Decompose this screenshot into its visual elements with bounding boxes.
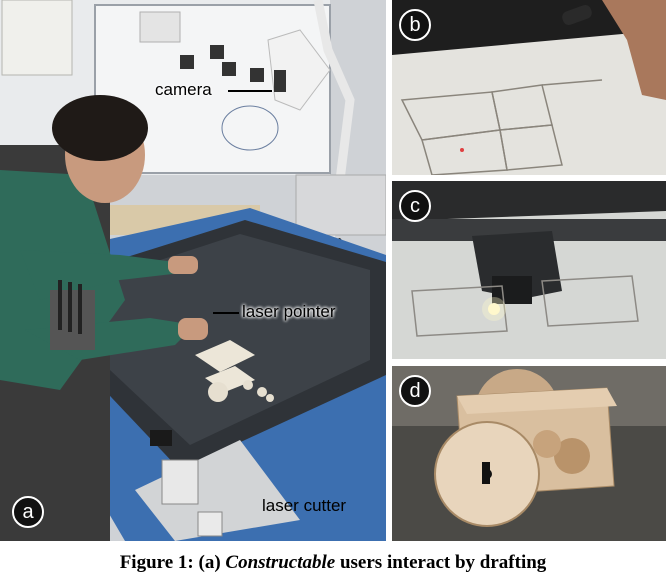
panel-a-badge: a: [12, 496, 44, 528]
panel-a-photo: camera laser pointer laser cutter a: [0, 0, 386, 541]
panel-d-scene: [392, 366, 666, 541]
laser-cutter-label: laser cutter: [262, 496, 347, 515]
laser-pointer-leader-line: [213, 312, 239, 314]
caption-prefix: Figure 1: (a): [119, 552, 226, 573]
panel-c-badge: c: [399, 190, 431, 222]
panel-d-badge: d: [399, 375, 431, 407]
panel-c-scene: [392, 181, 666, 359]
panel-a-scene: [0, 0, 386, 541]
camera-leader-line: [228, 90, 272, 92]
figure-caption: Figure 1: (a) Constructable users intera…: [0, 552, 666, 574]
caption-suffix: users interact by drafting: [335, 552, 547, 573]
panel-c-photo: c: [392, 181, 666, 359]
caption-emphasis: Constructable: [225, 552, 336, 573]
panel-b-scene: [392, 0, 666, 175]
camera-label: camera: [155, 80, 212, 99]
laser-pointer-label: laser pointer: [242, 302, 336, 321]
panel-b-badge: b: [399, 9, 431, 41]
panel-b-photo: b: [392, 0, 666, 175]
panel-d-photo: d: [392, 366, 666, 541]
